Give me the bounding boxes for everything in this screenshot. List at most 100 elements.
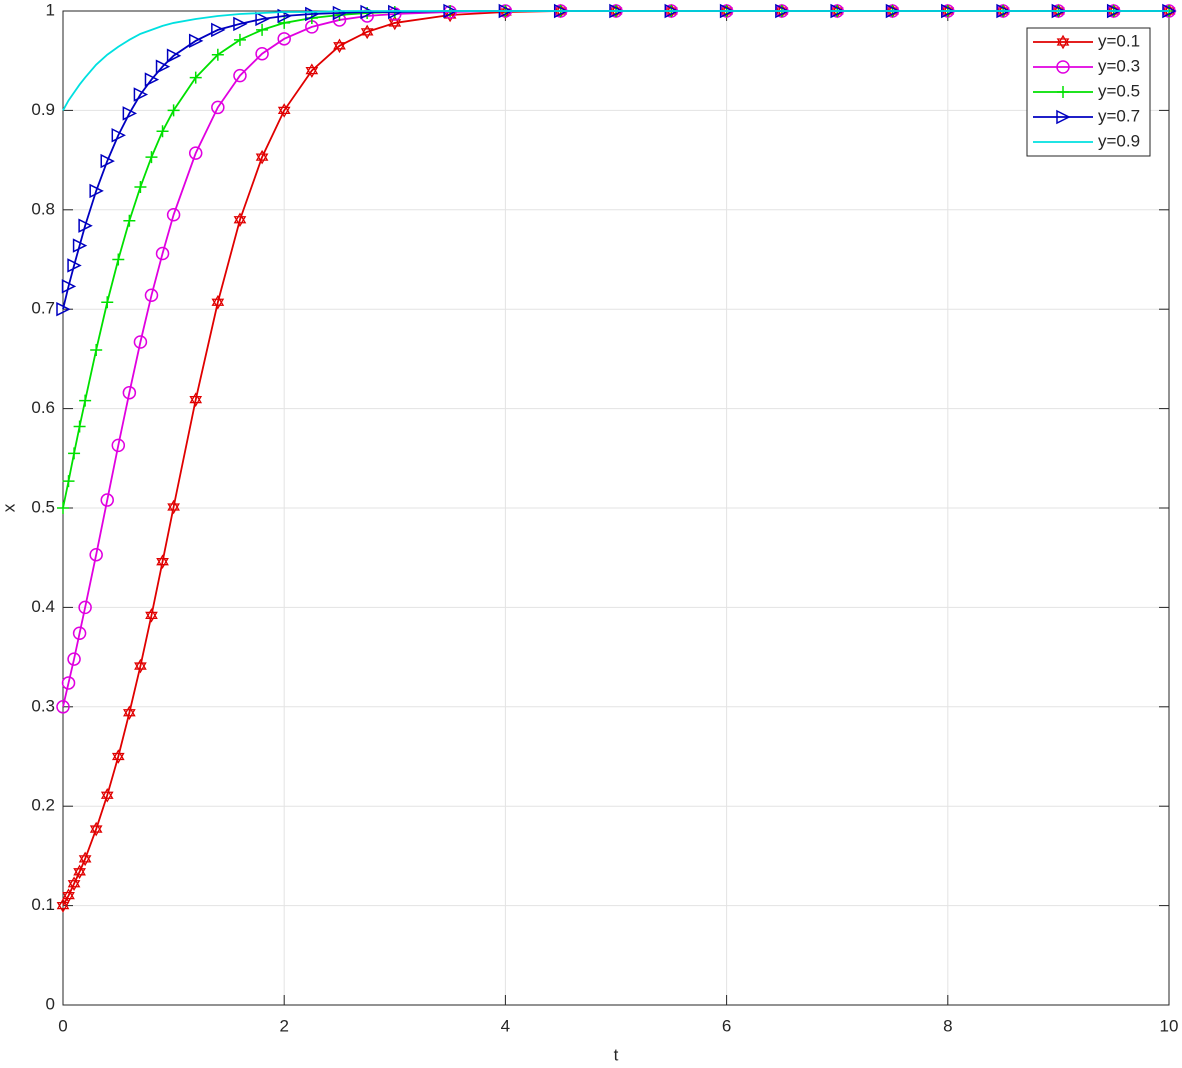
marker (156, 554, 169, 569)
marker (57, 502, 69, 514)
marker (61, 676, 76, 690)
marker (155, 246, 170, 261)
marker (305, 63, 319, 78)
marker (62, 475, 75, 488)
marker (67, 652, 81, 666)
marker (61, 279, 77, 294)
y-tick-label: 0.9 (31, 100, 55, 119)
marker (78, 218, 93, 233)
x-axis-label: t (614, 1045, 619, 1064)
marker (89, 547, 103, 562)
marker (123, 705, 136, 721)
marker (144, 288, 159, 303)
marker (211, 294, 225, 310)
marker (167, 499, 180, 515)
marker (123, 214, 136, 227)
legend-marker (1056, 34, 1070, 50)
marker (56, 301, 71, 317)
marker (78, 600, 92, 615)
marker (188, 146, 203, 160)
marker (56, 898, 70, 913)
marker (277, 103, 291, 118)
marker (145, 608, 158, 623)
marker (122, 385, 137, 400)
marker (388, 4, 403, 20)
marker (89, 183, 104, 199)
marker (167, 104, 180, 117)
marker (67, 876, 81, 892)
x-tick-label: 8 (943, 1016, 952, 1035)
marker (112, 253, 125, 266)
marker (188, 33, 204, 49)
legend-label: y=0.7 (1098, 106, 1140, 125)
marker (100, 153, 115, 169)
marker (277, 32, 291, 46)
marker (68, 447, 81, 460)
marker (233, 33, 246, 46)
y-tick-label: 0.3 (31, 696, 55, 715)
x-tick-label: 2 (279, 1016, 288, 1035)
marker (211, 100, 225, 115)
marker (72, 626, 87, 640)
marker (79, 394, 92, 407)
marker (134, 180, 147, 193)
marker (211, 22, 226, 38)
marker (111, 128, 126, 143)
marker (255, 46, 269, 61)
marker (73, 420, 86, 433)
marker (111, 749, 125, 764)
legend-label: y=0.5 (1098, 81, 1140, 100)
marker (145, 151, 158, 164)
marker (255, 11, 270, 27)
marker (133, 87, 149, 102)
marker (233, 68, 247, 83)
marker (233, 212, 247, 228)
marker (332, 5, 348, 21)
marker (166, 208, 181, 222)
y-axis-label: x (0, 503, 18, 512)
marker (189, 392, 203, 407)
y-tick-label: 0 (46, 994, 55, 1013)
marker (133, 335, 148, 349)
marker (100, 787, 114, 803)
marker (255, 149, 269, 165)
marker (67, 258, 82, 273)
marker (134, 658, 147, 674)
marker (360, 4, 375, 20)
y-tick-label: 1 (46, 0, 55, 19)
x-tick-label: 6 (722, 1016, 731, 1035)
marker (101, 296, 114, 309)
marker (78, 851, 92, 867)
y-tick-label: 0.4 (31, 597, 55, 616)
marker (62, 888, 75, 903)
marker (90, 343, 103, 356)
marker (72, 238, 88, 253)
marker (189, 71, 202, 84)
marker (166, 48, 182, 63)
marker (333, 38, 346, 54)
y-tick-label: 0.6 (31, 398, 55, 417)
marker (256, 23, 269, 36)
x-tick-label: 4 (501, 1016, 510, 1035)
legend-marker (1057, 86, 1069, 98)
marker (233, 16, 248, 32)
x-tick-label: 0 (58, 1016, 67, 1035)
marker (360, 24, 374, 40)
marker (277, 8, 292, 24)
y-tick-label: 0.2 (31, 796, 55, 815)
y-tick-label: 0.7 (31, 299, 55, 318)
legend-marker (1056, 60, 1070, 74)
marker (100, 493, 114, 507)
marker (89, 821, 103, 837)
marker (211, 48, 224, 61)
marker (111, 438, 126, 453)
legend-marker (1056, 109, 1071, 125)
y-tick-label: 0.5 (31, 497, 55, 516)
marker (156, 125, 169, 138)
marker (56, 700, 70, 714)
marker (155, 59, 171, 74)
y-tick-label: 0.8 (31, 199, 55, 218)
legend-label: y=0.1 (1098, 31, 1140, 50)
marker (144, 72, 160, 87)
